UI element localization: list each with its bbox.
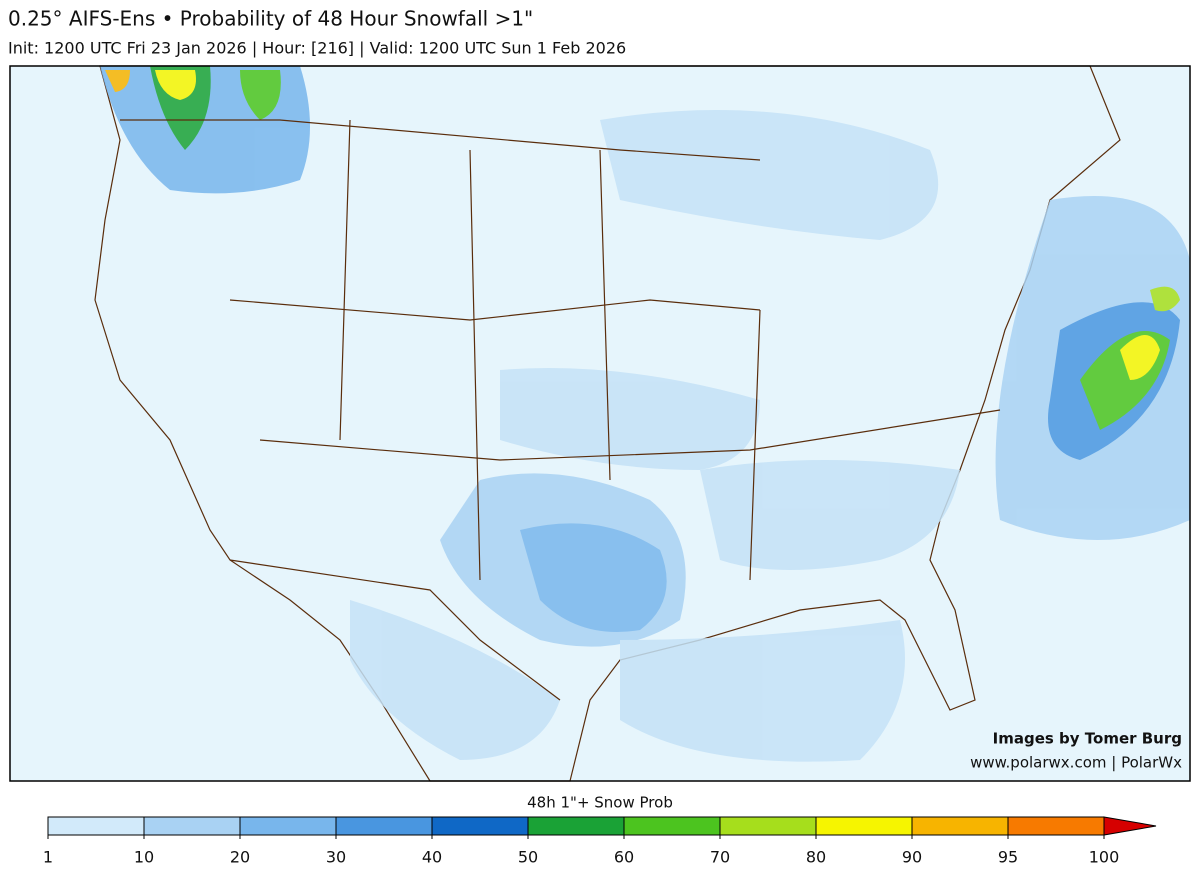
colorbar-tick-label: 90 — [902, 848, 922, 867]
colorbar-tick-label: 80 — [806, 848, 826, 867]
probability-field — [100, 66, 1190, 762]
colorbar-segment — [336, 817, 432, 835]
colorbar-label: 48h 1"+ Snow Prob — [527, 794, 673, 812]
colorbar-tick-label: 70 — [710, 848, 730, 867]
colorbar-segment — [720, 817, 816, 835]
colorbar-tick-label: 30 — [326, 848, 346, 867]
colorbar-extend — [1103, 816, 1157, 836]
colorbar-segment — [1008, 817, 1104, 835]
boundaries — [120, 119, 1001, 701]
colorbar-segment — [144, 817, 240, 835]
colorbar-segment — [48, 817, 144, 835]
colorbar-tick-label: 1 — [43, 848, 53, 867]
colorbar-segment — [912, 817, 1008, 835]
subtitle: Init: 1200 UTC Fri 23 Jan 2026 | Hour: [… — [8, 39, 626, 58]
colorbar-tick-label: 100 — [1089, 848, 1120, 867]
colorbar-tick-label: 50 — [518, 848, 538, 867]
credit: Images by Tomer Burg — [993, 730, 1182, 748]
colorbar-tick-label: 60 — [614, 848, 634, 867]
credit: www.polarwx.com | PolarWx — [970, 754, 1182, 772]
title: 0.25° AIFS-Ens • Probability of 48 Hour … — [8, 7, 533, 31]
map: Images by Tomer Burg www.polarwx.com | P… — [9, 65, 1191, 782]
land — [94, 65, 1121, 782]
colorbar-tick-label: 10 — [134, 848, 154, 867]
colorbar-tick-label: 20 — [230, 848, 250, 867]
colorbar-segment — [624, 817, 720, 835]
colorbar-segment — [240, 817, 336, 835]
colorbar-segment — [432, 817, 528, 835]
colorbar-segment — [816, 817, 912, 835]
colorbar-segment — [528, 817, 624, 835]
colorbar-tick-label: 40 — [422, 848, 442, 867]
colorbar: 48h 1"+ Snow Prob 1 10 20 30 40 50 60 70 80 90 95 1… — [43, 794, 1157, 867]
colorbar-tick-label: 95 — [998, 848, 1018, 867]
